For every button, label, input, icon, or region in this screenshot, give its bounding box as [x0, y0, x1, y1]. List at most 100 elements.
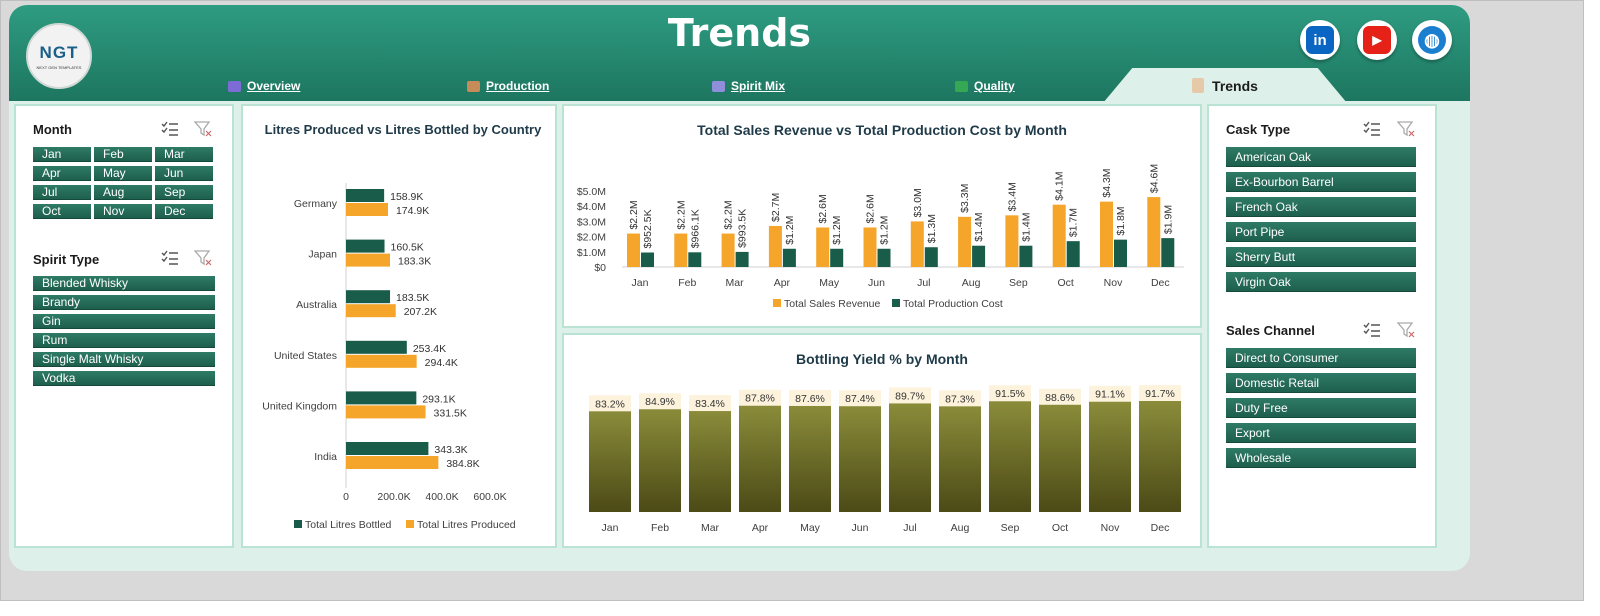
- youtube-button[interactable]: ▶: [1357, 20, 1397, 60]
- cask-item[interactable]: Sherry Butt: [1226, 247, 1416, 267]
- month-item-jan[interactable]: Jan: [33, 147, 91, 162]
- yield-label-background: [589, 395, 631, 412]
- month-label: May: [819, 277, 840, 289]
- yield-value-label: 87.8%: [745, 393, 775, 405]
- month-item-oct[interactable]: Oct: [33, 204, 91, 219]
- month-item-dec[interactable]: Dec: [155, 204, 213, 219]
- revenue-value-label: $2.7M: [770, 193, 782, 222]
- tab-production[interactable]: Production: [467, 79, 549, 93]
- tab-overview[interactable]: Overview: [228, 79, 300, 93]
- cask-item[interactable]: Virgin Oak: [1226, 272, 1416, 292]
- tab-quality[interactable]: Quality: [955, 79, 1015, 93]
- yield-bar: [989, 401, 1031, 512]
- website-button[interactable]: ◍: [1412, 20, 1452, 60]
- yield-bar: [1089, 401, 1131, 512]
- yield-value-label: 87.6%: [795, 393, 825, 405]
- spirit-item[interactable]: Gin: [33, 314, 215, 329]
- logo-text: NGT: [39, 42, 79, 62]
- spirit-item[interactable]: Brandy: [33, 295, 215, 310]
- cask-slicer-title: Cask Type: [1226, 122, 1291, 137]
- company-logo: NGT NEXT GEN TEMPLATES: [26, 23, 92, 89]
- country-label: United Kingdom: [262, 400, 337, 412]
- month-label: Mar: [726, 277, 745, 289]
- month-item-aug[interactable]: Aug: [94, 185, 152, 200]
- revenue-bar: [863, 227, 877, 267]
- channel-item[interactable]: Direct to Consumer: [1226, 348, 1416, 368]
- revenue-cost-chart: $0$1.0M$2.0M$3.0M$4.0M$5.0M$2.2M $952.5KJ…: [577, 164, 1184, 310]
- revenue-value-label: $2.2M: [723, 200, 735, 229]
- yield-bar: [1139, 401, 1181, 512]
- channel-item[interactable]: Export: [1226, 423, 1416, 443]
- tab-spirit-mix[interactable]: Spirit Mix: [712, 79, 785, 93]
- multi-select-icon[interactable]: [1363, 322, 1381, 338]
- y-tick-label: $0: [594, 262, 606, 274]
- clear-filter-icon[interactable]: [194, 121, 212, 137]
- tab-production-label: Production: [486, 79, 550, 93]
- x-tick-label: 400.0K: [425, 491, 458, 503]
- revenue-value-label: $3.3M: [959, 184, 971, 213]
- page-title: Trends: [667, 11, 812, 55]
- y-tick-label: $1.0M: [577, 247, 606, 259]
- month-item-sep[interactable]: Sep: [155, 185, 213, 200]
- clear-filter-icon[interactable]: [1397, 121, 1415, 137]
- multi-select-icon[interactable]: [161, 250, 179, 266]
- cask-item[interactable]: Port Pipe: [1226, 222, 1416, 242]
- channel-item[interactable]: Domestic Retail: [1226, 373, 1416, 393]
- bottled-value-label: 158.9K: [390, 191, 423, 203]
- month-label: Nov: [1101, 522, 1120, 534]
- revenue-bar: [910, 221, 924, 267]
- produced-bar: [346, 456, 439, 469]
- cask-item[interactable]: American Oak: [1226, 147, 1416, 167]
- revenue-value-label: $2.2M: [675, 200, 687, 229]
- revenue-value-label: $2.2M: [628, 200, 640, 229]
- cost-value-label: $1.8M: [1115, 206, 1127, 235]
- yield-label-background: [839, 390, 881, 407]
- month-item-nov[interactable]: Nov: [94, 204, 152, 219]
- logo-subtext: NEXT GEN TEMPLATES: [36, 64, 82, 70]
- cost-bar: [641, 252, 654, 267]
- cask-item[interactable]: French Oak: [1226, 197, 1416, 217]
- cost-bar: [735, 251, 749, 267]
- bottled-value-label: 160.5K: [391, 242, 424, 254]
- produced-value-label: 331.5K: [434, 407, 467, 419]
- spirit-item[interactable]: Rum: [33, 333, 215, 348]
- cost-bar: [972, 245, 986, 267]
- yield-value-label: 89.7%: [895, 390, 925, 402]
- x-tick-label: 600.0K: [473, 491, 506, 503]
- clear-filter-icon[interactable]: [1397, 322, 1415, 338]
- multi-select-icon[interactable]: [161, 121, 179, 137]
- country-chart-panel: Litres Produced vs Litres Bottled by Cou…: [241, 104, 557, 548]
- month-item-apr[interactable]: Apr: [33, 166, 91, 181]
- month-label: Mar: [701, 522, 720, 534]
- spirit-item[interactable]: Blended Whisky: [33, 276, 215, 291]
- month-item-jun[interactable]: Jun: [155, 166, 213, 181]
- multi-select-icon[interactable]: [1363, 121, 1381, 137]
- month-label: Sep: [1009, 277, 1028, 289]
- yield-value-label: 83.4%: [695, 398, 725, 410]
- yield-label-background: [789, 389, 831, 406]
- cost-bar: [688, 252, 702, 267]
- legend-revenue-swatch: [773, 299, 781, 307]
- yield-bar: [1039, 404, 1081, 512]
- spirit-item[interactable]: Single Malt Whisky: [33, 352, 215, 367]
- cost-value-label: $1.2M: [831, 216, 843, 245]
- revenue-value-label: $4.3M: [1101, 168, 1113, 197]
- cost-value-label: $1.3M: [926, 214, 938, 243]
- spirit-item[interactable]: Vodka: [33, 371, 215, 386]
- linkedin-button[interactable]: in: [1300, 20, 1340, 60]
- yield-bar: [739, 405, 781, 512]
- channel-item[interactable]: Duty Free: [1226, 398, 1416, 418]
- clipboard-icon: [1192, 78, 1205, 93]
- channel-item[interactable]: Wholesale: [1226, 448, 1416, 468]
- month-item-feb[interactable]: Feb: [94, 147, 152, 162]
- cask-item[interactable]: Ex-Bourbon Barrel: [1226, 172, 1416, 192]
- month-item-mar[interactable]: Mar: [155, 147, 213, 162]
- month-label: Sep: [1001, 522, 1020, 534]
- month-label: Aug: [962, 277, 981, 289]
- clear-filter-icon[interactable]: [194, 250, 212, 266]
- month-item-jul[interactable]: Jul: [33, 185, 91, 200]
- month-item-may[interactable]: May: [94, 166, 152, 181]
- yield-label-background: [689, 395, 731, 412]
- country-label: Australia: [296, 299, 337, 311]
- tab-trends[interactable]: Trends: [1103, 68, 1347, 103]
